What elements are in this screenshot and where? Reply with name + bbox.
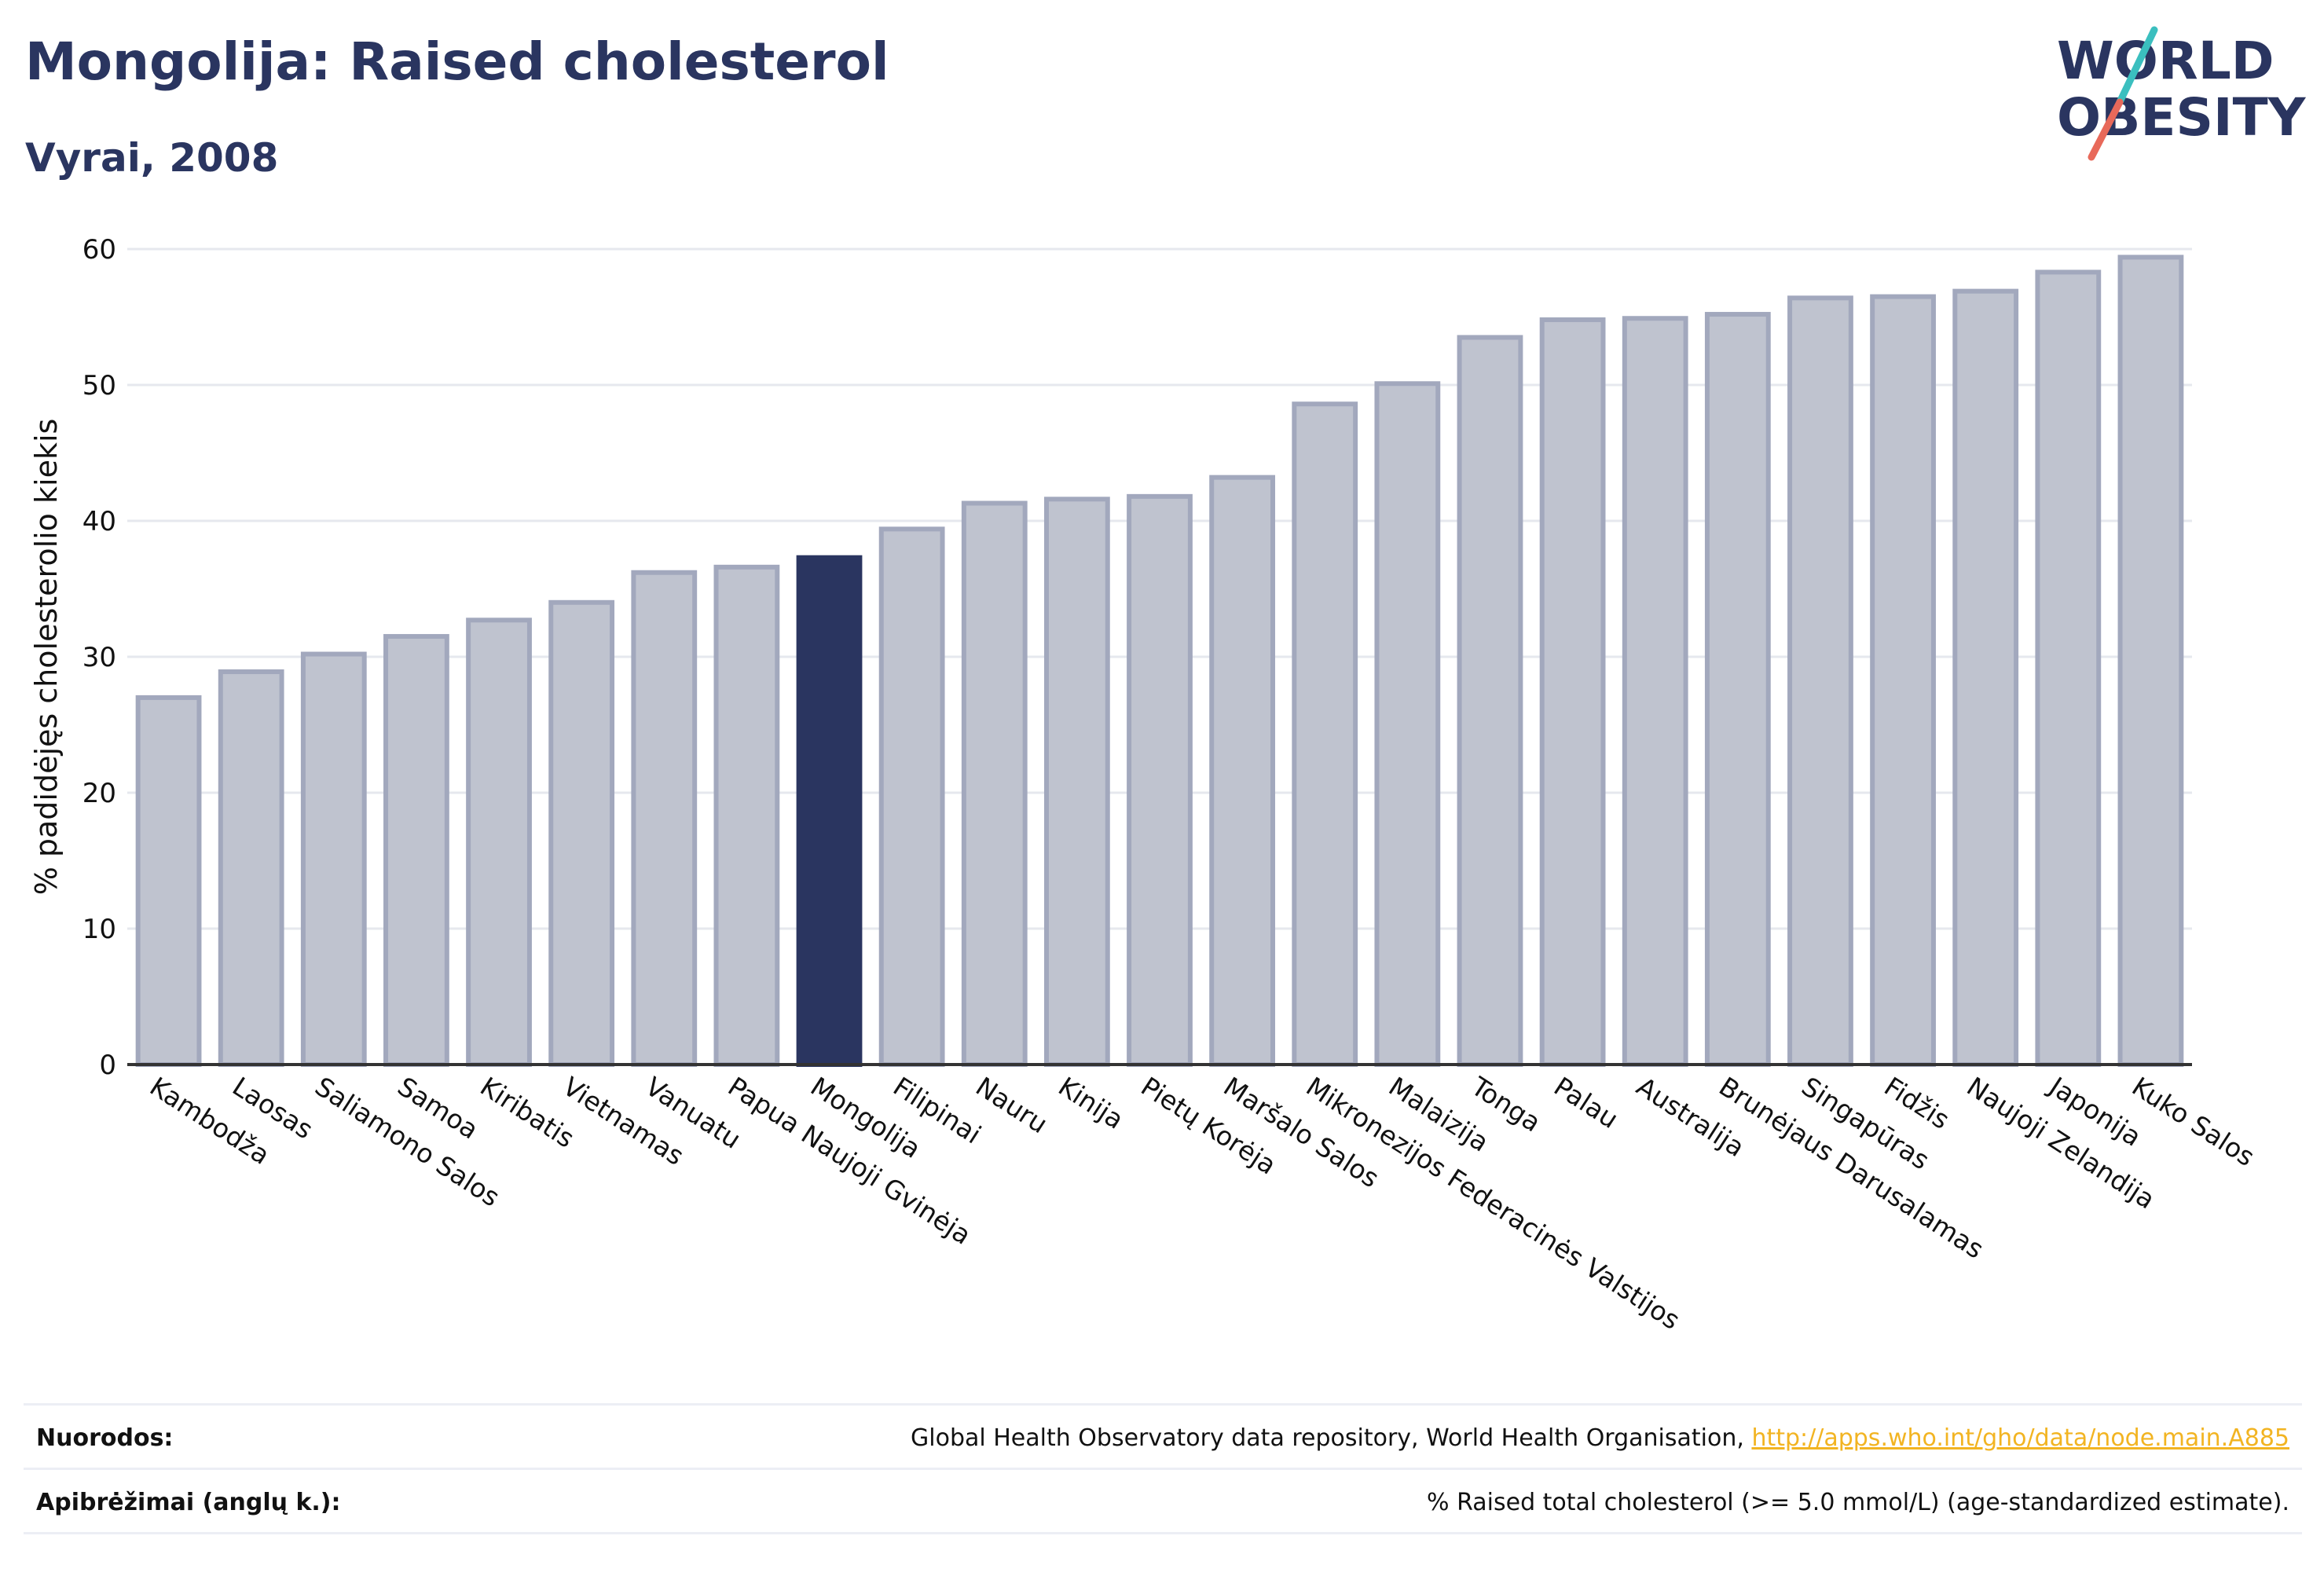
chart-subtitle: Vyrai, 2008: [25, 135, 279, 181]
bar: [218, 669, 284, 1068]
y-tick-label: 50: [82, 370, 116, 401]
bars: [135, 255, 2184, 1068]
footer-references-value: Global Health Observatory data repositor…: [911, 1424, 2289, 1452]
bar: [1539, 317, 1606, 1067]
y-tick-label: 40: [82, 506, 116, 537]
bar: [1127, 493, 1193, 1067]
bar: [383, 634, 449, 1067]
logo-slash-red: [2088, 98, 2124, 161]
y-tick-label: 10: [82, 914, 116, 945]
bar: [466, 618, 532, 1067]
bar-highlighted: [796, 555, 863, 1067]
bar: [961, 500, 1028, 1067]
footer-references-text: Global Health Observatory data repositor…: [911, 1424, 1752, 1452]
bar: [1704, 312, 1771, 1068]
bar: [300, 651, 367, 1067]
bar: [878, 526, 945, 1067]
chart-title: Mongolija: Raised cholesterol: [25, 31, 889, 92]
y-tick-label: 60: [82, 234, 116, 266]
y-tick-label: 30: [82, 642, 116, 673]
footer-references-row: Nuorodos: Global Health Observatory data…: [24, 1403, 2302, 1470]
x-tick-label: Palau: [1549, 1071, 1624, 1134]
y-axis-label: % padidėjęs cholesterolio kiekis: [29, 419, 64, 896]
footer-references-label: Nuorodos:: [36, 1424, 174, 1452]
footer-references-link[interactable]: http://apps.who.int/gho/data/node.main.A…: [1751, 1424, 2289, 1452]
footer-definitions-row: Apibrėžimai (anglų k.): % Raised total c…: [24, 1468, 2302, 1534]
world-obesity-logo: WORLD OBESITY: [2057, 26, 2307, 161]
bar: [631, 570, 698, 1067]
bar: [1209, 475, 1276, 1067]
y-tick-label: 0: [99, 1050, 116, 1081]
logo-slash-teal: [2116, 26, 2158, 106]
bar: [1043, 497, 1110, 1067]
bar: [1292, 401, 1358, 1067]
bar: [713, 564, 780, 1067]
footer-definitions-label: Apibrėžimai (anglų k.):: [36, 1489, 341, 1516]
bar: [1457, 335, 1523, 1067]
bar: [135, 695, 202, 1068]
bar: [548, 599, 615, 1067]
logo-word-world: WORLD: [2057, 31, 2275, 91]
y-tick-label: 20: [82, 778, 116, 809]
y-tick-labels: 0 10 20 30 40 50 60: [82, 234, 116, 1081]
x-tick-label: Kuko Salos: [2127, 1071, 2260, 1172]
bar: [2117, 255, 2184, 1067]
bar: [2035, 269, 2102, 1068]
bar: [1952, 288, 2019, 1067]
bar: [1622, 316, 1688, 1068]
x-tick-label: Kinija: [1053, 1071, 1129, 1135]
footer-divider: [24, 1532, 2302, 1534]
bar: [1787, 295, 1853, 1067]
x-tick-label: Kiribatis: [475, 1071, 580, 1154]
footer-definitions-value: % Raised total cholesterol (>= 5.0 mmol/…: [1427, 1489, 2289, 1516]
bar: [1374, 381, 1441, 1067]
bar: [1870, 294, 1936, 1067]
